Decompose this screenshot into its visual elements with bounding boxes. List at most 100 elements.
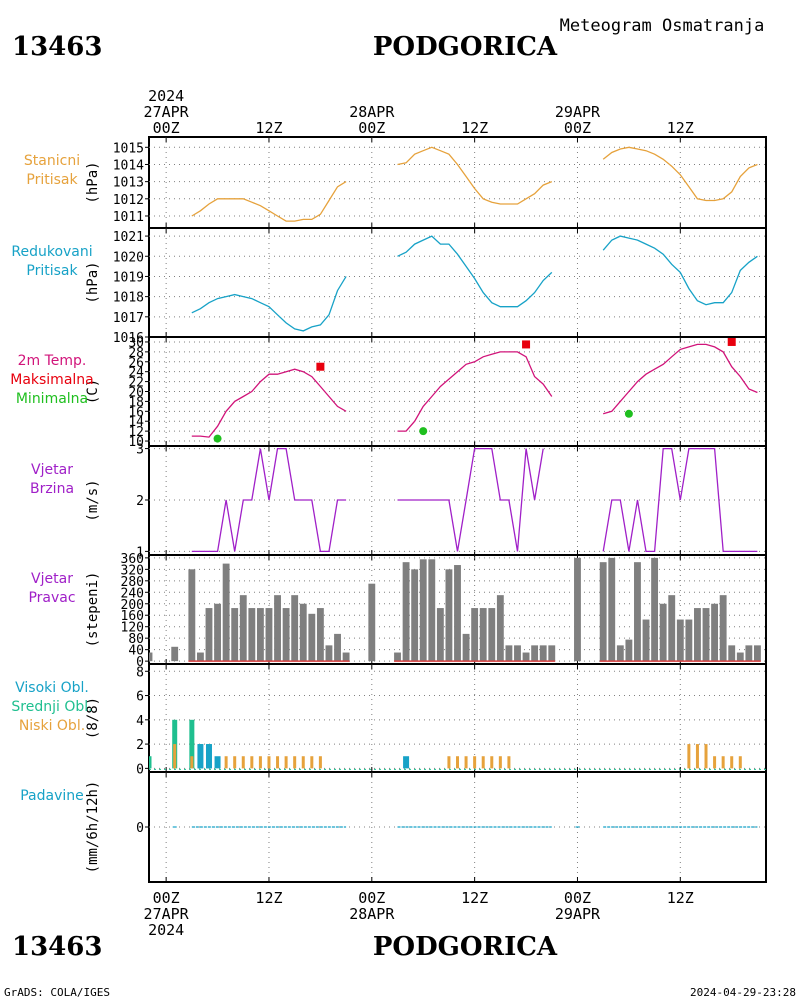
panel-label: Niski Obl. bbox=[19, 718, 85, 734]
wind-direction-bar bbox=[488, 608, 496, 662]
y-tick-label: 1 bbox=[136, 545, 144, 560]
y-tick-label: 2 bbox=[136, 738, 144, 753]
wind-direction-bar bbox=[471, 608, 479, 662]
bottom-time-label: 12Z bbox=[461, 889, 488, 907]
panel-label: Pravac bbox=[28, 590, 75, 606]
y-tick-label: 240 bbox=[121, 586, 144, 601]
wind-direction-bar bbox=[248, 608, 256, 662]
y-tick-label: 1011 bbox=[113, 210, 144, 225]
cloud-cover-bar bbox=[490, 756, 494, 769]
cloud-cover-bar bbox=[403, 756, 410, 769]
y-tick-label: 20 bbox=[128, 386, 144, 401]
panel-frame bbox=[148, 136, 767, 229]
series-line bbox=[191, 276, 347, 332]
cloud-cover-bar bbox=[301, 756, 305, 769]
panel-label: Pritisak bbox=[26, 263, 78, 279]
wind-direction-bar bbox=[685, 619, 693, 662]
wind-direction-bar bbox=[402, 562, 410, 662]
y-axis-label: (m/s) bbox=[85, 479, 101, 521]
panel-reduced-pressure: 1016 1017 1018 1019 1020 1021 (hPa)Redukovani P… bbox=[11, 227, 767, 346]
footer-station-name: PODGORICA bbox=[373, 932, 558, 962]
bottom-time-label: 2024 bbox=[148, 921, 184, 939]
top-time-label: 00Z bbox=[564, 119, 591, 137]
wind-direction-bar bbox=[522, 652, 530, 662]
wind-direction-bar bbox=[668, 595, 676, 662]
cloud-cover-bar bbox=[704, 744, 708, 769]
cloud-cover-bar bbox=[318, 756, 322, 769]
wind-direction-bar bbox=[334, 633, 341, 662]
cloud-cover-bar bbox=[224, 756, 228, 769]
top-time-label: 12Z bbox=[255, 119, 282, 137]
panel-precipitation: 0 (mm/6h/12h)Padavine bbox=[20, 771, 767, 883]
cloud-cover-bar bbox=[149, 756, 152, 769]
y-tick-label: 28 bbox=[128, 346, 144, 361]
series-line bbox=[397, 235, 553, 308]
cloud-cover-bar bbox=[713, 756, 717, 769]
cloud-cover-bar bbox=[284, 756, 288, 769]
y-tick-label: 0 bbox=[136, 655, 144, 670]
station-name: PODGORICA bbox=[373, 32, 558, 62]
panel-label: Minimalna bbox=[16, 391, 88, 407]
panel-label: 2m Temp. bbox=[18, 353, 87, 369]
y-tick-label: 0 bbox=[136, 821, 144, 836]
meteogram-panels: 10111012101310141015(hPa)StanicniPritisa… bbox=[10, 136, 767, 883]
top-time-label: 27APR bbox=[144, 103, 190, 121]
max-temp-marker bbox=[522, 340, 531, 349]
panel-label: Stanicni bbox=[24, 153, 80, 169]
cloud-cover-bar bbox=[481, 756, 485, 769]
cloud-cover-bar bbox=[507, 756, 511, 769]
bottom-time-label: 27APR bbox=[144, 905, 190, 923]
wind-direction-bar bbox=[616, 645, 624, 662]
wind-direction-bar bbox=[291, 595, 299, 662]
bottom-time-label: 00Z bbox=[358, 889, 385, 907]
wind-direction-bar bbox=[394, 652, 401, 662]
wind-direction-bar bbox=[736, 652, 744, 662]
panel-label: Vjetar bbox=[31, 571, 73, 587]
bottom-time-label: 00Z bbox=[564, 889, 591, 907]
wind-direction-bar bbox=[299, 603, 307, 662]
plot-area bbox=[149, 719, 766, 770]
y-tick-label: 1015 bbox=[113, 141, 144, 156]
cloud-cover-bar bbox=[233, 756, 237, 769]
wind-direction-bar bbox=[149, 652, 153, 662]
y-tick-label: 1013 bbox=[113, 176, 144, 191]
panel-label: Padavine bbox=[20, 788, 84, 804]
cloud-cover-bar bbox=[721, 756, 725, 769]
footer-station-id: 13463 bbox=[12, 932, 102, 962]
y-tick-label: 1020 bbox=[113, 250, 144, 265]
wind-direction-bar bbox=[711, 603, 719, 662]
cloud-cover-bar bbox=[205, 744, 212, 769]
y-tick-label: 200 bbox=[121, 598, 144, 613]
wind-direction-bar bbox=[539, 645, 547, 662]
panel-frame bbox=[148, 336, 767, 447]
cloud-cover-bar bbox=[473, 756, 477, 769]
wind-direction-bar bbox=[702, 608, 710, 662]
top-time-label: 29APR bbox=[555, 103, 601, 121]
cloud-cover-bar bbox=[456, 756, 459, 769]
wind-direction-bar bbox=[728, 645, 736, 662]
wind-direction-bar bbox=[188, 569, 196, 662]
wind-direction-bar bbox=[496, 595, 504, 662]
top-time-label: 2024 bbox=[148, 87, 184, 105]
y-tick-label: 1018 bbox=[113, 291, 144, 306]
min-temp-marker bbox=[213, 434, 222, 443]
series-line bbox=[603, 343, 758, 415]
cloud-cover-bar bbox=[241, 756, 245, 769]
wind-direction-bar bbox=[325, 645, 333, 662]
top-time-label: 00Z bbox=[358, 119, 385, 137]
wind-direction-bar bbox=[531, 645, 539, 662]
series-line bbox=[397, 447, 544, 552]
series-line bbox=[191, 368, 347, 438]
y-axis-label: (8/8) bbox=[85, 697, 101, 739]
y-tick-label: 6 bbox=[136, 690, 144, 705]
cloud-cover-bar bbox=[498, 756, 502, 769]
wind-direction-bar bbox=[479, 608, 487, 662]
y-tick-label: 1021 bbox=[113, 230, 144, 245]
chart-subtitle: Meteogram Osmatranja bbox=[560, 16, 765, 36]
y-tick-label: 3 bbox=[136, 443, 144, 458]
y-tick-label: 18 bbox=[128, 395, 144, 410]
panel-frame bbox=[148, 663, 767, 773]
